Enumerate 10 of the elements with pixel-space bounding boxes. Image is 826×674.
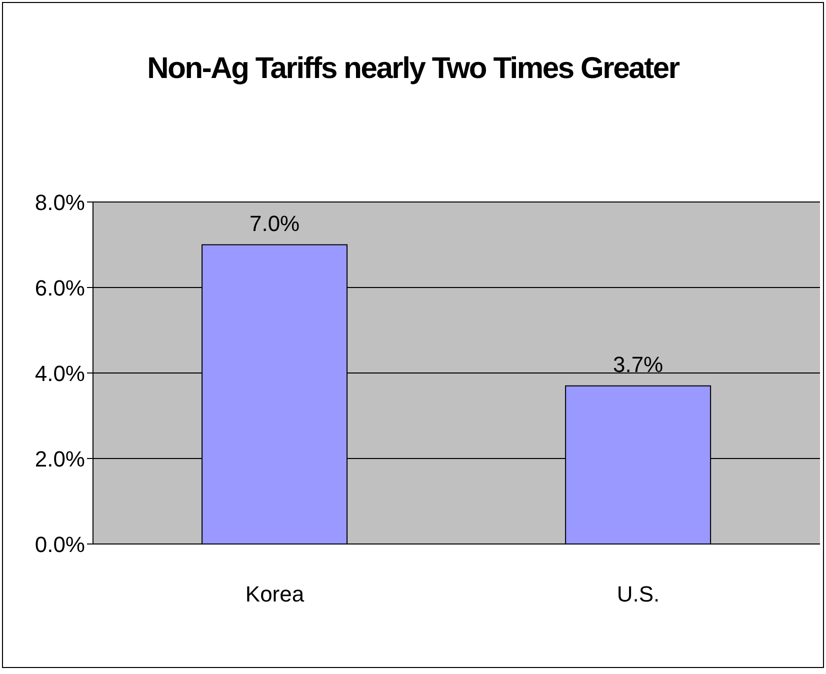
data-label: 3.7% — [612, 352, 664, 377]
x-tick-label: U.S. — [616, 582, 660, 607]
y-tick-label: 8.0% — [34, 190, 85, 215]
data-label: 7.0% — [249, 210, 300, 236]
y-tick-label: 2.0% — [34, 446, 85, 472]
y-tick-label: 6.0% — [34, 275, 85, 300]
y-tick-label: 0.0% — [34, 532, 85, 557]
chart-title: Non-Ag Tariffs nearly Two Times Greater — [146, 52, 680, 86]
y-tick-label: 4.0% — [34, 360, 85, 386]
x-tick-label: Korea — [245, 582, 305, 607]
